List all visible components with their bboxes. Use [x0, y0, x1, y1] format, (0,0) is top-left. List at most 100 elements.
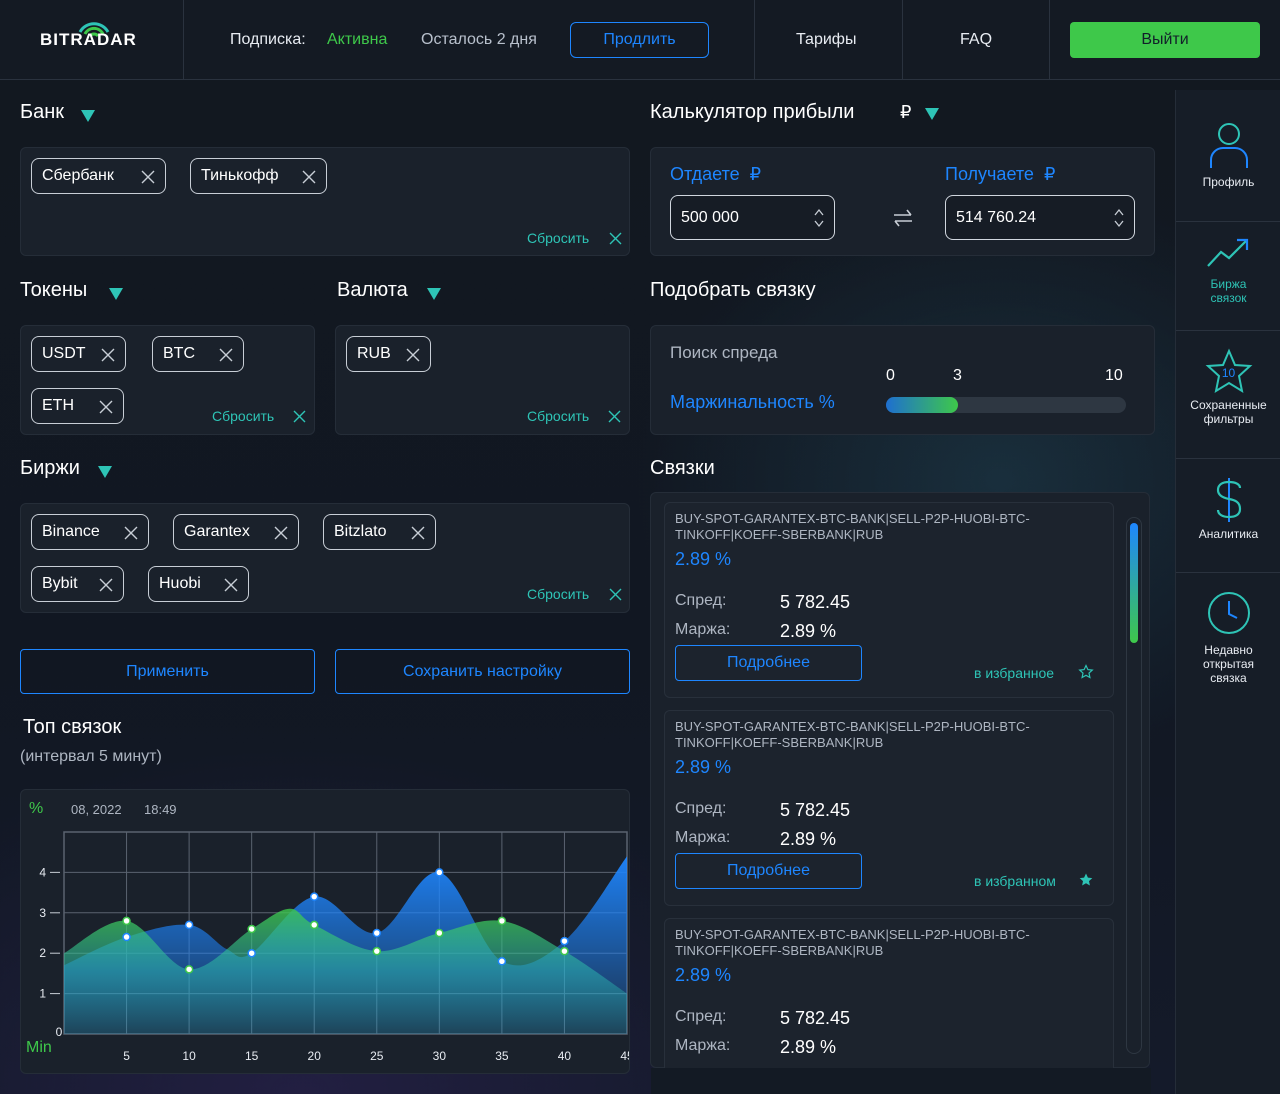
exchanges-panel: Binance Garantex Bitzlato Bybit Huobi Сб…	[20, 503, 630, 613]
x-tick-label: 0	[56, 1025, 63, 1039]
series-point[interactable]	[497, 957, 507, 966]
currency-title: Валюта	[337, 279, 408, 301]
chart-x-unit: Min	[26, 1039, 52, 1056]
sidebar-item-saved-filters[interactable]: 10 Сохраненные фильтры	[1176, 348, 1280, 426]
get-label: Получаете ₽	[945, 164, 1056, 184]
currency-panel: RUB Сбросить	[335, 325, 630, 435]
series-point[interactable]	[309, 920, 319, 930]
chip-rub: RUB	[346, 336, 431, 372]
apply-button[interactable]: Применить	[20, 649, 315, 694]
series-point[interactable]	[122, 932, 131, 942]
bundle-percent: 2.89 %	[675, 757, 732, 777]
logo[interactable]: BITRADAR	[40, 30, 137, 49]
close-icon[interactable]	[274, 526, 288, 540]
x-tick-label: 15	[245, 1049, 259, 1063]
swap-icon[interactable]	[891, 206, 915, 230]
close-icon[interactable]	[99, 400, 113, 414]
currency-reset-button[interactable]: Сбросить	[527, 408, 590, 424]
close-icon[interactable]	[411, 526, 425, 540]
favorite-link[interactable]: в избранном	[974, 873, 1056, 889]
tokens-panel: USDT BTC ETH Сбросить	[20, 325, 315, 435]
close-icon[interactable]	[219, 348, 233, 362]
series-point[interactable]	[184, 920, 194, 930]
get-amount-input[interactable]: 514 760.24	[945, 195, 1135, 240]
exchanges-dropdown-icon[interactable]	[98, 466, 112, 478]
top-bundles-subtitle: (интервал 5 минут)	[20, 748, 162, 765]
save-settings-button[interactable]: Сохранить настройку	[335, 649, 630, 694]
margin-slider[interactable]	[886, 397, 1126, 413]
subscription-status: Активна	[327, 31, 388, 48]
close-icon[interactable]	[406, 348, 420, 362]
star-filled-icon[interactable]	[1078, 872, 1094, 888]
scrollbar-track[interactable]	[1126, 517, 1142, 1054]
bank-dropdown-icon[interactable]	[81, 110, 95, 122]
chart-y-unit: %	[29, 800, 44, 817]
x-tick-label: 40	[558, 1049, 572, 1063]
close-icon[interactable]	[293, 410, 306, 423]
sidebar-item-analytics[interactable]: Аналитика	[1176, 476, 1280, 541]
tokens-title: Токены	[20, 279, 88, 301]
close-icon[interactable]	[224, 578, 238, 592]
sidebar-item-label: Аналитика	[1198, 527, 1259, 541]
margin-key: Маржа:	[675, 829, 731, 846]
close-icon[interactable]	[101, 348, 115, 362]
sidebar-item-label: Профиль	[1202, 175, 1255, 189]
close-icon[interactable]	[99, 578, 113, 592]
series-point[interactable]	[184, 965, 194, 974]
bundles-title: Связки	[650, 457, 715, 479]
spread-value: 5 782.45	[780, 592, 851, 612]
close-icon[interactable]	[141, 170, 155, 184]
series-point[interactable]	[247, 924, 256, 934]
star-outline-icon[interactable]	[1078, 664, 1094, 680]
series-point[interactable]	[560, 936, 569, 946]
calculator-currency[interactable]: ₽	[900, 102, 912, 122]
stepper-icon[interactable]	[814, 208, 824, 228]
sidebar-item-exchange[interactable]: Биржа связок	[1176, 236, 1280, 305]
margin-value: 2.89 %	[780, 621, 837, 641]
series-point[interactable]	[435, 868, 444, 877]
give-amount-input[interactable]: 500 000	[670, 195, 835, 240]
extend-button[interactable]: Продлить	[570, 22, 709, 58]
scrollbar-thumb[interactable]	[1130, 523, 1138, 643]
nav-faq[interactable]: FAQ	[960, 31, 993, 48]
series-point[interactable]	[122, 916, 131, 926]
calculator-dropdown-icon[interactable]	[925, 108, 939, 120]
close-icon[interactable]	[302, 170, 316, 184]
user-icon	[1209, 123, 1248, 168]
sidebar-item-recent-bundle[interactable]: Недавно открытая связка	[1176, 590, 1280, 685]
series-point[interactable]	[372, 928, 382, 938]
chip-tinkoff: Тинькофф	[190, 158, 327, 194]
sidebar-item-label: Недавно открытая связка	[1203, 643, 1254, 685]
logout-button[interactable]: Выйти	[1070, 22, 1260, 58]
series-point[interactable]	[247, 948, 256, 958]
bundle-card: BUY-SPOT-GARANTEX-BTC-BANK|SELL-P2P-HUOB…	[664, 502, 1114, 698]
series-point[interactable]	[497, 916, 507, 926]
bundle-card: BUY-SPOT-GARANTEX-BTC-BANK|SELL-P2P-HUOB…	[664, 918, 1114, 1078]
sidebar-item-profile[interactable]: Профиль	[1176, 120, 1280, 189]
series-point[interactable]	[560, 946, 569, 956]
details-button[interactable]: Подробнее	[675, 645, 862, 681]
close-icon[interactable]	[608, 410, 621, 423]
bank-reset-button[interactable]: Сбросить	[527, 230, 590, 246]
tokens-dropdown-icon[interactable]	[109, 288, 123, 300]
currency-dropdown-icon[interactable]	[427, 288, 441, 300]
stepper-icon[interactable]	[1114, 208, 1124, 228]
details-button[interactable]: Подробнее	[675, 853, 862, 889]
bundle-name: BUY-SPOT-GARANTEX-BTC-BANK|SELL-P2P-HUOB…	[675, 927, 1030, 958]
nav-tariffs[interactable]: Тарифы	[796, 31, 857, 48]
bundle-percent: 2.89 %	[675, 549, 732, 569]
close-icon[interactable]	[124, 526, 138, 540]
y-tick-label: 4	[39, 865, 46, 879]
series-point[interactable]	[372, 946, 382, 956]
x-tick-label: 25	[370, 1049, 384, 1063]
star-icon: 10	[1205, 348, 1253, 396]
series-point[interactable]	[309, 892, 319, 901]
close-icon[interactable]	[609, 588, 622, 601]
close-icon[interactable]	[609, 232, 622, 245]
exchanges-reset-button[interactable]: Сбросить	[527, 586, 590, 602]
series-point[interactable]	[435, 928, 444, 938]
margin-slider-fill[interactable]	[886, 397, 958, 413]
spread-value: 5 782.45	[780, 1008, 851, 1028]
tokens-reset-button[interactable]: Сбросить	[212, 408, 275, 424]
favorite-link[interactable]: в избранное	[974, 665, 1055, 681]
